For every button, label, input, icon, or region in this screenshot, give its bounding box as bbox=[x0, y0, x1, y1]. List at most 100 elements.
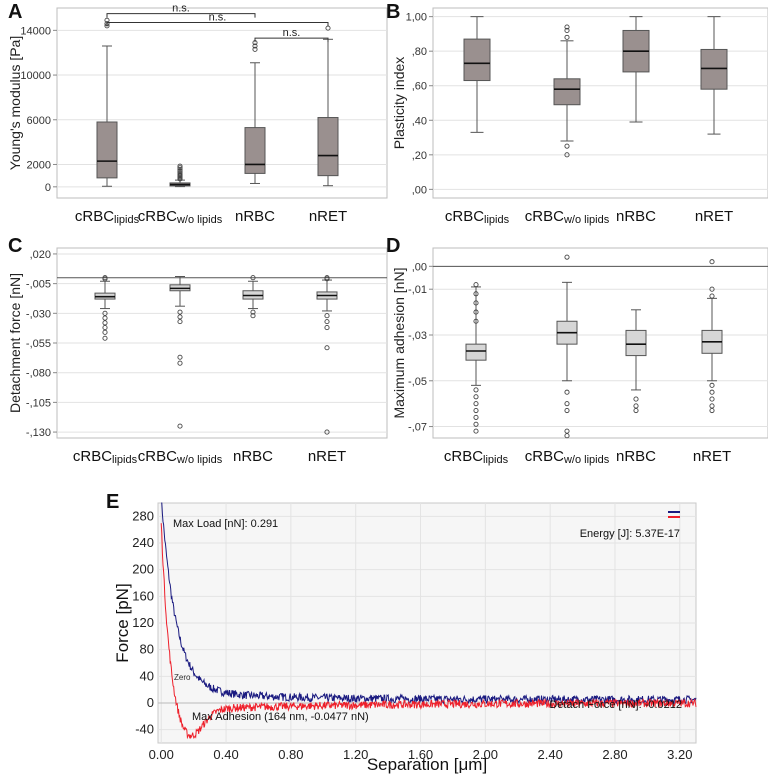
box-2 bbox=[556, 254, 578, 439]
bracket-line bbox=[254, 37, 329, 43]
outlier-point bbox=[324, 313, 330, 319]
y-tick-label: 10000 bbox=[20, 70, 51, 82]
outlier-point bbox=[324, 429, 330, 435]
x-tick-label: 3.20 bbox=[667, 747, 692, 762]
outlier-point bbox=[177, 314, 183, 320]
outlier-point bbox=[709, 396, 715, 402]
outlier-point bbox=[564, 34, 570, 40]
outlier-point bbox=[250, 309, 256, 315]
x-category-label: cRBClipids bbox=[75, 208, 140, 226]
y-tick-label: -,030 bbox=[26, 308, 51, 320]
x-tick-label: 1.20 bbox=[343, 747, 368, 762]
panel-e-force-curve: E -40 0 40 80 120 160 200 240 280 0.00 0.40 0.80 1.20… bbox=[106, 491, 697, 774]
box-iqr bbox=[244, 127, 266, 174]
y-tick-label: 240 bbox=[132, 535, 154, 550]
box-iqr bbox=[700, 48, 728, 90]
y-tick-label: -40 bbox=[135, 722, 154, 737]
y-tick-label: 280 bbox=[132, 508, 154, 523]
outlier-point bbox=[709, 293, 715, 299]
significance-label: n.s. bbox=[172, 3, 190, 15]
y-tick-label: -,07 bbox=[408, 422, 427, 434]
box-1 bbox=[463, 16, 491, 133]
box-1 bbox=[96, 17, 118, 187]
outlier-point bbox=[473, 407, 479, 414]
x-category-label: cRBCw/o lipids bbox=[138, 448, 223, 466]
box-iqr bbox=[317, 117, 339, 177]
box-1 bbox=[465, 282, 487, 434]
box-iqr bbox=[463, 38, 491, 82]
outlier-point bbox=[564, 389, 570, 395]
x-tick-label: 0.40 bbox=[213, 747, 238, 762]
box-iqr bbox=[553, 78, 581, 106]
outlier-point bbox=[102, 315, 108, 321]
outlier-point bbox=[473, 414, 479, 420]
outlier-point bbox=[709, 389, 715, 395]
x-category-label: cRBCw/o lipids bbox=[525, 448, 610, 466]
y-tick-label: 40 bbox=[140, 668, 154, 683]
y-tick-label: -,105 bbox=[26, 397, 51, 409]
x-category-label: cRBCw/o lipids bbox=[138, 208, 223, 226]
y-axis-label: Maximum adhesion [nN] bbox=[391, 268, 407, 419]
box-iqr bbox=[625, 329, 647, 357]
y-tick-label: -,05 bbox=[408, 376, 427, 388]
box-4 bbox=[317, 25, 339, 187]
outlier-point bbox=[473, 401, 479, 407]
outlier-point bbox=[177, 170, 183, 176]
x-axis-label: Separation [μm] bbox=[367, 755, 487, 774]
box-1 bbox=[94, 275, 116, 341]
box-4 bbox=[316, 275, 338, 435]
y-tick-label: ,020 bbox=[30, 249, 51, 261]
outlier-point bbox=[324, 276, 330, 282]
y-tick-label: -,080 bbox=[26, 368, 51, 380]
outlier-point bbox=[633, 396, 639, 402]
outlier-point bbox=[250, 275, 256, 281]
series-retract-line bbox=[160, 523, 697, 740]
y-tick-label: 120 bbox=[132, 615, 154, 630]
y-tick-label: 160 bbox=[132, 588, 154, 603]
outlier-point bbox=[177, 354, 183, 360]
outlier-point bbox=[709, 382, 715, 388]
y-tick-label: 0 bbox=[147, 695, 154, 710]
y-axis-label: Plasticity index bbox=[391, 57, 407, 150]
outlier-point bbox=[250, 313, 256, 319]
y-tick-label: ,20 bbox=[412, 150, 427, 162]
outlier-point bbox=[102, 325, 108, 331]
box-3 bbox=[622, 16, 650, 123]
panel-letter: D bbox=[386, 235, 400, 257]
outlier-point bbox=[177, 168, 183, 174]
panel-letter: C bbox=[8, 235, 22, 257]
outlier-point bbox=[473, 300, 479, 306]
x-tick-label: 0.80 bbox=[278, 747, 303, 762]
outlier-point bbox=[102, 310, 108, 316]
outlier-point bbox=[324, 345, 330, 351]
plot-frame bbox=[432, 247, 768, 439]
outlier-point bbox=[564, 143, 570, 149]
x-tick-label: 2.40 bbox=[538, 747, 563, 762]
box-iqr bbox=[465, 343, 487, 361]
y-tick-label: ,80 bbox=[412, 46, 427, 58]
x-tick-label: 0.00 bbox=[149, 747, 174, 762]
y-tick-label: 2000 bbox=[27, 159, 51, 171]
box-3 bbox=[625, 309, 647, 414]
box-iqr bbox=[96, 121, 118, 179]
x-category-label: nRBC bbox=[616, 448, 656, 465]
outlier-point bbox=[709, 259, 715, 265]
y-axis-label: Detachment force [nN] bbox=[7, 273, 23, 413]
box-2 bbox=[169, 163, 191, 188]
x-category-label: cRBClipids bbox=[444, 448, 509, 466]
y-tick-label: ,00 bbox=[412, 261, 427, 273]
y-tick-label: 14000 bbox=[20, 25, 51, 37]
plot-frame bbox=[432, 7, 768, 199]
outlier-point bbox=[252, 43, 258, 49]
x-category-label: cRBClipids bbox=[73, 448, 138, 466]
outlier-point bbox=[177, 360, 183, 366]
detach-force-annotation: Detach Force [nN]: -0.0212 bbox=[549, 699, 682, 711]
x-category-label: nRBC bbox=[235, 208, 275, 225]
outlier-point bbox=[709, 407, 715, 414]
y-tick-label: 80 bbox=[140, 642, 154, 657]
x-category-label: nRET bbox=[309, 208, 347, 225]
panel-letter: A bbox=[8, 1, 22, 23]
outlier-point bbox=[473, 318, 479, 324]
y-tick-label: -,01 bbox=[408, 284, 427, 296]
